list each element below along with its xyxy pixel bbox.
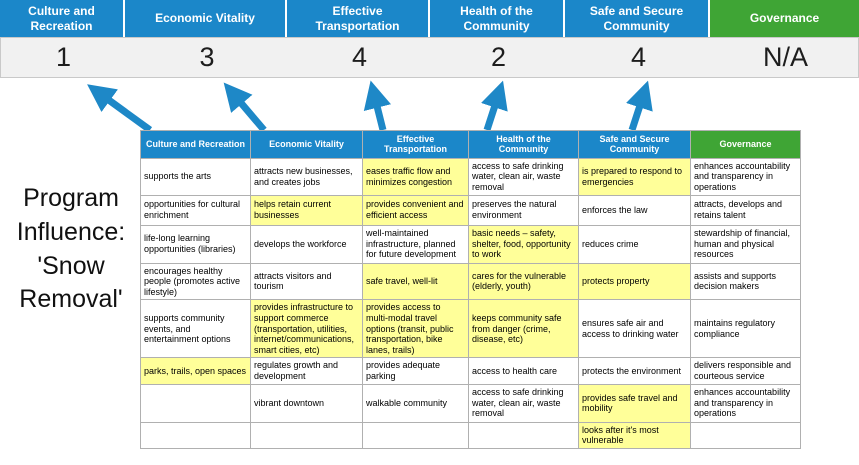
category-header-row: Culture and Recreation Economic Vitality… bbox=[0, 0, 859, 37]
category-label-governance: Governance bbox=[710, 0, 859, 37]
table-cell: enhances accountability and transparency… bbox=[690, 383, 801, 423]
score-row: 1 3 4 2 4 N/A bbox=[0, 37, 859, 78]
table-cell: vibrant downtown bbox=[250, 383, 363, 423]
table-cell: is prepared to respond to emergencies bbox=[578, 157, 691, 196]
table-header-cell: Safe and Secure Community bbox=[578, 130, 691, 159]
table-cell: opportunities for cultural enrichment bbox=[140, 194, 251, 226]
category-label-transportation: Effective Transportation bbox=[287, 0, 430, 37]
page-title: Program Influence: 'Snow Removal' bbox=[16, 184, 126, 314]
table-cell: assists and supports decision makers bbox=[690, 262, 801, 301]
table-cell: attracts, develops and retains talent bbox=[690, 194, 801, 226]
table-cell: attracts new businesses, and creates job… bbox=[250, 157, 363, 196]
score-value-safety: 4 bbox=[630, 42, 647, 72]
table-cell: protects the environment bbox=[578, 357, 691, 385]
table-row: supports community events, and entertain… bbox=[140, 299, 801, 359]
table-header-row: Culture and Recreation Economic Vitality E… bbox=[140, 130, 801, 159]
arrow-group bbox=[87, 80, 653, 133]
table-cell: provides adequate parking bbox=[362, 357, 469, 385]
arrow-up-icon bbox=[481, 80, 508, 132]
table-cell: encourages healthy people (promotes acti… bbox=[140, 262, 251, 301]
arrow-up-icon bbox=[363, 80, 391, 131]
table-cell: maintains regulatory compliance bbox=[690, 299, 801, 359]
table-cell: helps retain current businesses bbox=[250, 194, 363, 226]
table-cell: enforces the law bbox=[578, 194, 691, 226]
table-cell: well-maintained infrastructure, planned … bbox=[362, 224, 469, 264]
score-value-health: 2 bbox=[490, 42, 507, 72]
arrow-up-icon bbox=[223, 82, 267, 133]
table-row: parks, trails, open spaces regulates grow… bbox=[140, 357, 801, 385]
table-header-cell: Culture and Recreation bbox=[140, 130, 251, 159]
arrow-up-icon bbox=[626, 80, 653, 132]
table-cell: reduces crime bbox=[578, 224, 691, 264]
influence-table: Culture and Recreation Economic Vitality E… bbox=[140, 130, 801, 449]
table-header-cell: Health of the Community bbox=[468, 130, 579, 159]
table-cell bbox=[468, 421, 579, 449]
table-cell: eases traffic flow and minimizes congest… bbox=[362, 157, 469, 196]
table-cell bbox=[140, 383, 251, 423]
table-cell: provides convenient and efficient access bbox=[362, 194, 469, 226]
table-cell: safe travel, well-lit bbox=[362, 262, 469, 301]
score-value-governance: N/A bbox=[762, 42, 808, 72]
table-cell: enhances accountability and transparency… bbox=[690, 157, 801, 196]
table-row: supports the arts attracts new businesses… bbox=[140, 157, 801, 196]
table-cell: stewardship of financial, human and phys… bbox=[690, 224, 801, 264]
category-label-economic: Economic Vitality bbox=[125, 0, 287, 37]
score-value-culture: 1 bbox=[55, 42, 72, 72]
table-cell: delivers responsible and courteous servi… bbox=[690, 357, 801, 385]
table-cell: access to safe drinking water, clean air… bbox=[468, 383, 579, 423]
arrow-up-icon bbox=[87, 84, 153, 133]
table-cell: ensures safe air and access to drinking … bbox=[578, 299, 691, 359]
table-cell: protects property bbox=[578, 262, 691, 301]
table-cell: provides access to multi-modal travel op… bbox=[362, 299, 469, 359]
table-cell: parks, trails, open spaces bbox=[140, 357, 251, 385]
category-label-culture: Culture and Recreation bbox=[0, 0, 125, 37]
table-cell: provides infrastructure to support comme… bbox=[250, 299, 363, 359]
table-row: vibrant downtown walkable community access… bbox=[140, 383, 801, 423]
category-label-health: Health of the Community bbox=[430, 0, 565, 37]
table-cell: looks after it's most vulnerable bbox=[578, 421, 691, 449]
table-cell: provides safe travel and mobility bbox=[578, 383, 691, 423]
table-cell: attracts visitors and tourism bbox=[250, 262, 363, 301]
table-cell: supports community events, and entertain… bbox=[140, 299, 251, 359]
table-cell bbox=[362, 421, 469, 449]
category-label-safety: Safe and Secure Community bbox=[565, 0, 710, 37]
table-header-cell: Effective Transportation bbox=[362, 130, 469, 159]
table-header-cell: Economic Vitality bbox=[250, 130, 363, 159]
table-cell: supports the arts bbox=[140, 157, 251, 196]
table-cell: walkable community bbox=[362, 383, 469, 423]
table-cell: life-long learning opportunities (librar… bbox=[140, 224, 251, 264]
table-cell bbox=[250, 421, 363, 449]
score-value-transportation: 4 bbox=[351, 42, 368, 72]
table-cell: develops the workforce bbox=[250, 224, 363, 264]
table-cell: preserves the natural environment bbox=[468, 194, 579, 226]
score-value-economic: 3 bbox=[199, 42, 215, 72]
table-row: life-long learning opportunities (librar… bbox=[140, 224, 801, 264]
table-cell: access to health care bbox=[468, 357, 579, 385]
table-cell: cares for the vulnerable (elderly, youth… bbox=[468, 262, 579, 301]
table-row: encourages healthy people (promotes acti… bbox=[140, 262, 801, 301]
table-cell: regulates growth and development bbox=[250, 357, 363, 385]
table-cell: keeps community safe from danger (crime,… bbox=[468, 299, 579, 359]
table-cell: basic needs – safety, shelter, food, opp… bbox=[468, 224, 579, 264]
table-cell bbox=[690, 421, 801, 449]
table-header-cell: Governance bbox=[690, 130, 801, 159]
table-cell bbox=[140, 421, 251, 449]
table-row: opportunities for cultural enrichment hel… bbox=[140, 194, 801, 226]
table-row: looks after it's most vulnerable bbox=[140, 421, 801, 449]
table-cell: access to safe drinking water, clean air… bbox=[468, 157, 579, 196]
